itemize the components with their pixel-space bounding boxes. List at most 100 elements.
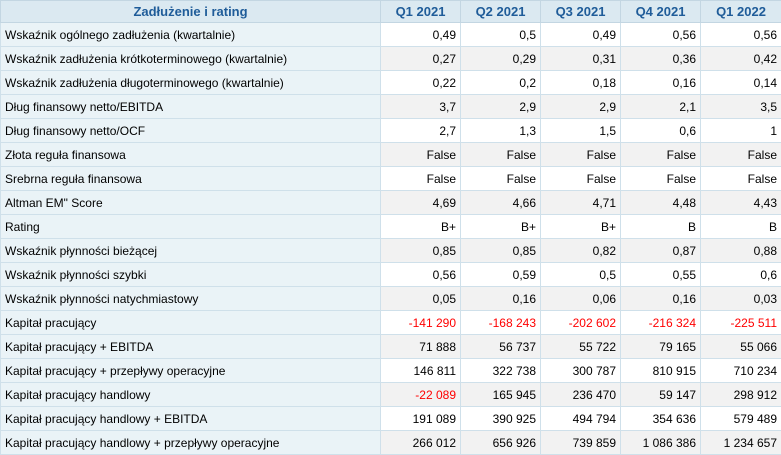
table-cell: 710 234 [701,359,781,383]
table-cell: False [621,167,701,191]
table-row: Wskaźnik zadłużenia krótkoterminowego (k… [1,47,781,71]
table-cell: 3,5 [701,95,781,119]
table-cell: False [461,167,541,191]
table-cell: -225 511 [701,311,781,335]
row-label: Wskaźnik płynności bieżącej [1,239,381,263]
table-cell: 4,43 [701,191,781,215]
table-cell: 0,49 [381,23,461,47]
row-label: Kapitał pracujący + EBITDA [1,335,381,359]
table-row: Kapitał pracujący-141 290-168 243-202 60… [1,311,781,335]
table-cell: 1,3 [461,119,541,143]
table-cell: 0,56 [381,263,461,287]
table-cell: 1 [701,119,781,143]
table-cell: 0,88 [701,239,781,263]
table-cell: 55 066 [701,335,781,359]
table-cell: 0,6 [621,119,701,143]
row-label: Wskaźnik płynności szybki [1,263,381,287]
table-cell: 3,7 [381,95,461,119]
table-cell: B+ [541,215,621,239]
table-cell: 0,87 [621,239,701,263]
table-cell: False [381,167,461,191]
table-cell: 1 234 657 [701,431,781,455]
table-cell: 1 086 386 [621,431,701,455]
table-cell: 0,36 [621,47,701,71]
table-cell: 2,9 [461,95,541,119]
table-cell: 0,5 [461,23,541,47]
table-cell: -141 290 [381,311,461,335]
table-cell: 0,56 [701,23,781,47]
table-cell: 579 489 [701,407,781,431]
table-cell: B+ [461,215,541,239]
table-cell: 0,03 [701,287,781,311]
table-cell: 79 165 [621,335,701,359]
row-label: Wskaźnik ogólnego zadłużenia (kwartalnie… [1,23,381,47]
table-cell: 0,82 [541,239,621,263]
table-cell: 4,69 [381,191,461,215]
table-cell: B [621,215,701,239]
table-cell: -22 089 [381,383,461,407]
table-cell: 0,56 [621,23,701,47]
table-cell: 191 089 [381,407,461,431]
table-cell: 2,1 [621,95,701,119]
table-cell: 300 787 [541,359,621,383]
table-row: Wskaźnik zadłużenia długoterminowego (kw… [1,71,781,95]
table-cell: 0,85 [381,239,461,263]
table-cell: 0,05 [381,287,461,311]
table-cell: 494 794 [541,407,621,431]
table-cell: 2,9 [541,95,621,119]
table-row: Wskaźnik ogólnego zadłużenia (kwartalnie… [1,23,781,47]
row-label: Kapitał pracujący handlowy + EBITDA [1,407,381,431]
table-cell: 0,2 [461,71,541,95]
period-header: Q4 2021 [621,1,701,23]
table-cell: 71 888 [381,335,461,359]
table-cell: 354 636 [621,407,701,431]
table-cell: 0,18 [541,71,621,95]
row-label: Dług finansowy netto/EBITDA [1,95,381,119]
table-cell: 0,27 [381,47,461,71]
table-row: Kapitał pracujący handlowy + przepływy o… [1,431,781,455]
table-cell: -216 324 [621,311,701,335]
table-cell: 0,29 [461,47,541,71]
table-cell: 322 738 [461,359,541,383]
row-label: Rating [1,215,381,239]
table-cell: B [701,215,781,239]
table-cell: 390 925 [461,407,541,431]
table-cell: 739 859 [541,431,621,455]
table-cell: 0,16 [461,287,541,311]
period-header: Q3 2021 [541,1,621,23]
row-label: Kapitał pracujący handlowy + przepływy o… [1,431,381,455]
table-cell: 236 470 [541,383,621,407]
table-cell: 266 012 [381,431,461,455]
table-cell: False [541,167,621,191]
table-cell: 0,31 [541,47,621,71]
row-label: Kapitał pracujący handlowy [1,383,381,407]
table-cell: 810 915 [621,359,701,383]
table-cell: 2,7 [381,119,461,143]
table-cell: 0,16 [621,287,701,311]
table-cell: 4,66 [461,191,541,215]
table-cell: 0,59 [461,263,541,287]
row-label: Złota reguła finansowa [1,143,381,167]
table-cell: 55 722 [541,335,621,359]
table-cell: False [461,143,541,167]
table-cell: 298 912 [701,383,781,407]
table-cell: 0,42 [701,47,781,71]
row-label: Wskaźnik zadłużenia długoterminowego (kw… [1,71,381,95]
row-label: Kapitał pracujący [1,311,381,335]
table-cell: 165 945 [461,383,541,407]
table-cell: 0,55 [621,263,701,287]
table-cell: -168 243 [461,311,541,335]
row-label: Kapitał pracujący + przepływy operacyjne [1,359,381,383]
table-cell: -202 602 [541,311,621,335]
